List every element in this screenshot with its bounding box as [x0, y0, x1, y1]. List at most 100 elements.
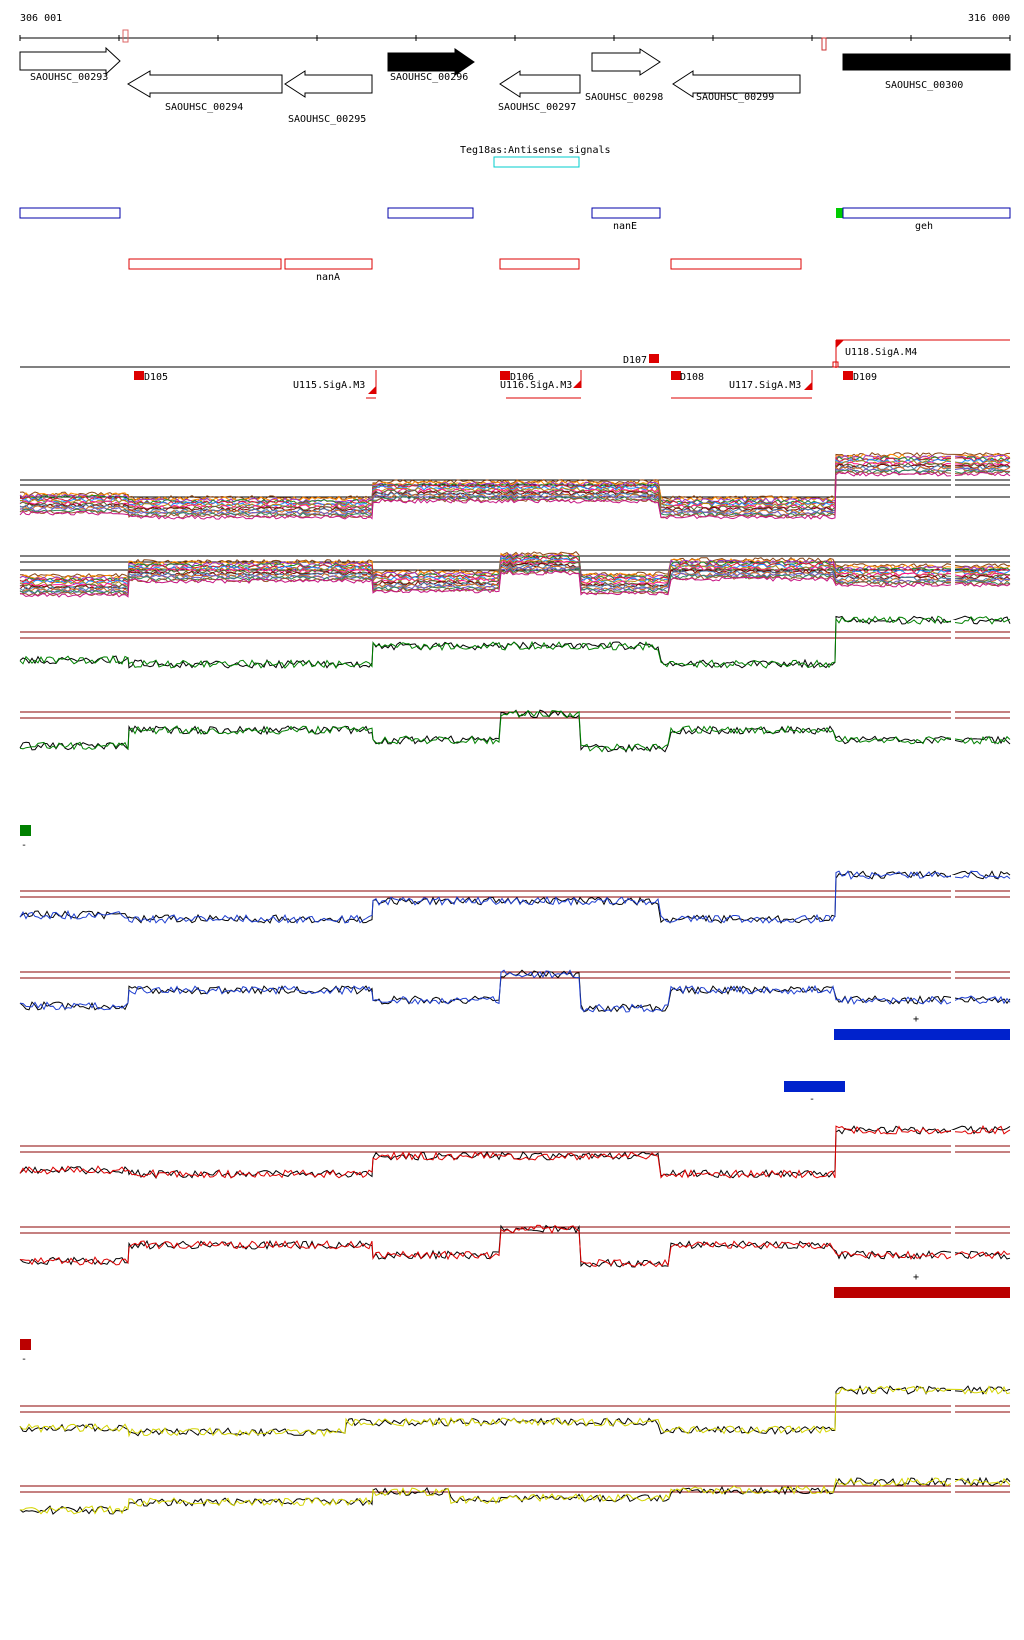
siga-label: U115.SigA.M3 — [293, 380, 365, 391]
red-plus-track — [19, 1124, 1011, 1190]
minus-feature-track: nanA — [128, 258, 802, 283]
feature-box[interactable] — [591, 207, 661, 219]
gene-label: SAOUHSC_00296 — [390, 72, 468, 83]
signal-trace — [19, 615, 1011, 669]
promoter-label: D105 — [144, 372, 168, 383]
promoter-label: D106 — [510, 372, 534, 383]
multi-condition-minus-track — [19, 533, 1011, 618]
gene-label: SAOUHSC_00298 — [585, 92, 663, 103]
legend-mark: + — [913, 1014, 919, 1025]
signal-trace — [19, 569, 1011, 597]
coordinate-ruler: 306 001 316 000 — [19, 13, 1011, 51]
feature-box[interactable] — [499, 258, 580, 270]
gene-label: SAOUHSC_00297 — [498, 102, 576, 113]
feature-label: nanA — [316, 272, 340, 283]
gene-track: SAOUHSC_00293 SAOUHSC_00294 SAOUHSC_0029… — [19, 46, 1011, 125]
promoter-marker[interactable] — [649, 354, 659, 363]
promoter-track: D105 D106 D107 D108 D109 U115.SigA.M3 U1… — [20, 339, 1010, 399]
gene-arrow[interactable]: SAOUHSC_00299 — [672, 70, 801, 103]
antisense-label: Teg18as:Antisense signals — [460, 145, 611, 156]
siga-site[interactable]: U117.SigA.M3 — [671, 370, 813, 399]
signal-trace — [19, 565, 1011, 593]
feature-box[interactable] — [19, 207, 121, 219]
gene-label: SAOUHSC_00295 — [288, 114, 366, 125]
promoter-label: D107 — [623, 355, 647, 366]
siga-site[interactable]: U118.SigA.M4 — [832, 339, 1010, 368]
legend-mark: - — [21, 1354, 27, 1365]
signal-trace — [19, 969, 1011, 1013]
ruler-start-label: 306 001 — [20, 13, 62, 24]
gene-arrow[interactable]: SAOUHSC_00298 — [585, 48, 663, 103]
signal-trace — [19, 570, 1011, 598]
red-legend-swatch — [20, 1339, 31, 1350]
feature-label: nanE — [613, 221, 637, 232]
green-minus-track — [19, 700, 1011, 760]
siga-site[interactable]: U116.SigA.M3 — [500, 370, 582, 399]
feature-box[interactable] — [387, 207, 474, 219]
gene-arrow[interactable]: SAOUHSC_00293 — [19, 46, 121, 83]
gene-arrow[interactable]: SAOUHSC_00296 — [387, 48, 475, 83]
promoter-marker[interactable] — [134, 371, 144, 380]
signal-trace — [19, 1385, 1011, 1438]
signal-trace — [19, 553, 1010, 581]
signal-trace — [19, 471, 1011, 520]
signal-trace — [19, 615, 1011, 669]
promoter-marker[interactable] — [500, 371, 510, 380]
signal-trace — [19, 709, 1011, 753]
ruler-marker-right — [821, 37, 827, 51]
antisense-track: Teg18as:Antisense signals — [460, 145, 611, 168]
signal-trace — [19, 1224, 1011, 1268]
blue-minus-track — [19, 960, 1011, 1020]
gene-arrow[interactable]: SAOUHSC_00294 — [127, 70, 283, 113]
siga-label: U116.SigA.M3 — [500, 380, 572, 391]
signal-trace — [19, 551, 1010, 578]
promoter-marker[interactable] — [843, 371, 853, 380]
signal-trace — [19, 561, 1011, 589]
gene-label: SAOUHSC_00294 — [165, 102, 243, 113]
feature-box[interactable] — [284, 258, 373, 270]
legend-mark: - — [809, 1094, 815, 1105]
promoter-label: D109 — [853, 372, 877, 383]
promoter-label: D108 — [680, 372, 704, 383]
blue-bar-small[interactable] — [784, 1081, 845, 1092]
blue-legend: + - — [784, 1014, 1010, 1105]
gene-arrow[interactable]: SAOUHSC_00295 — [284, 70, 373, 125]
blue-bar[interactable] — [834, 1029, 1010, 1040]
multi-condition-plus-track — [19, 452, 1011, 540]
red-minus-track — [19, 1215, 1011, 1275]
signal-trace — [19, 1477, 1011, 1515]
legend-mark: + — [913, 1272, 919, 1283]
gene-label: SAOUHSC_00300 — [885, 80, 963, 91]
signal-trace — [19, 558, 1011, 586]
signal-trace — [19, 1384, 1011, 1437]
siga-label: U118.SigA.M4 — [845, 347, 917, 358]
feature-label: geh — [915, 221, 933, 232]
ruler-marker-left — [122, 29, 129, 43]
legend-mark: - — [21, 840, 27, 851]
signal-trace — [19, 556, 1011, 584]
yellow-minus-track — [19, 1470, 1011, 1530]
antisense-box[interactable] — [493, 156, 580, 168]
feature-box[interactable] — [128, 258, 282, 270]
siga-site[interactable]: U115.SigA.M3 — [293, 370, 377, 399]
ruler-end-label: 316 000 — [968, 13, 1010, 24]
feature-box[interactable] — [842, 207, 1011, 219]
gene-arrow[interactable]: SAOUHSC_00297 — [498, 70, 581, 113]
signal-trace — [19, 709, 1011, 753]
gene-label: SAOUHSC_00299 — [696, 92, 774, 103]
red-legend: + - — [20, 1272, 1010, 1365]
green-legend: - — [20, 825, 31, 851]
signal-trace — [19, 465, 1011, 514]
plus-feature-track: nanE geh — [19, 207, 1011, 232]
feature-box[interactable] — [670, 258, 802, 270]
signal-trace — [19, 870, 1011, 924]
blue-plus-track — [19, 870, 1011, 935]
gene-arrow[interactable]: SAOUHSC_00300 — [842, 53, 1011, 91]
signal-trace — [19, 1224, 1011, 1268]
promoter-marker[interactable] — [671, 371, 681, 380]
signal-trace — [19, 563, 1011, 592]
red-bar[interactable] — [834, 1287, 1010, 1298]
signal-trace — [19, 1124, 1011, 1179]
siga-label: U117.SigA.M3 — [729, 380, 801, 391]
